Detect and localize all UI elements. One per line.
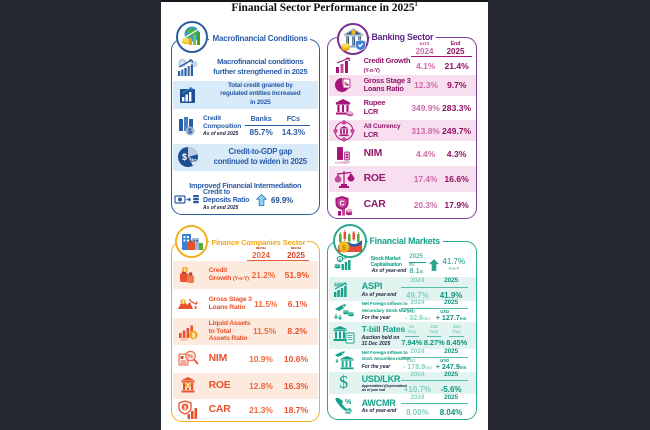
svg-text:%: % [345,399,352,406]
svg-text:C: C [339,200,344,207]
svg-text:$: $ [338,257,341,262]
svg-text:$: $ [183,267,186,272]
svg-text:$: $ [342,245,346,252]
svg-text:3: 3 [181,299,184,305]
svg-text:$: $ [188,129,192,136]
svg-text:GDP: GDP [187,158,199,164]
svg-text:$: $ [191,332,195,339]
svg-text:$: $ [182,152,187,162]
svg-text:2015: 2015 [180,338,187,341]
svg-text:$: $ [183,406,186,412]
svg-text:DEP: DEP [344,160,350,164]
svg-text:%: % [188,354,193,360]
svg-text:ASPI: ASPI [334,283,343,287]
svg-text:LOANS: LOANS [335,160,345,164]
